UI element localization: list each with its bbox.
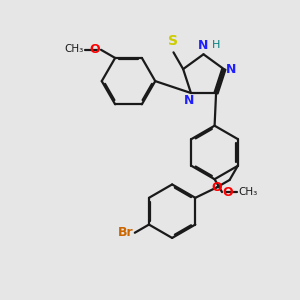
Text: N: N: [198, 39, 209, 52]
Text: O: O: [223, 186, 233, 199]
Text: N: N: [184, 94, 195, 107]
Text: O: O: [212, 181, 222, 194]
Text: S: S: [169, 34, 178, 49]
Text: Br: Br: [118, 226, 133, 239]
Text: N: N: [226, 63, 237, 76]
Text: CH₃: CH₃: [64, 44, 83, 55]
Text: CH₃: CH₃: [238, 187, 258, 197]
Text: O: O: [89, 43, 100, 56]
Text: H: H: [212, 40, 220, 50]
